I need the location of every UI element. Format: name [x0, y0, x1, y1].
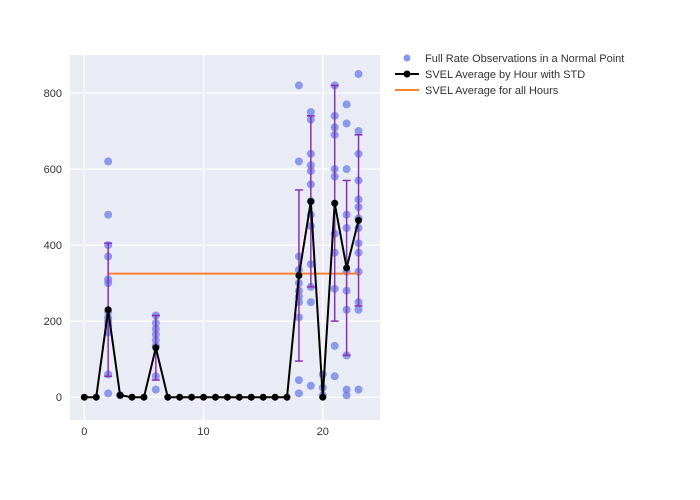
scatter-point	[355, 306, 363, 314]
x-tick-label: 0	[81, 426, 87, 438]
scatter-point	[307, 298, 315, 306]
scatter-point	[295, 376, 303, 384]
scatter-point	[104, 211, 112, 219]
scatter-point	[307, 108, 315, 116]
scatter-point	[307, 382, 315, 390]
avg-hour-marker	[140, 394, 147, 401]
scatter-point	[104, 157, 112, 165]
scatter-point	[343, 391, 351, 399]
legend-label: SVEL Average for all Hours	[425, 85, 559, 97]
scatter-point	[295, 81, 303, 89]
y-tick-label: 800	[44, 88, 62, 100]
avg-hour-marker	[93, 394, 100, 401]
avg-hour-marker	[236, 394, 243, 401]
avg-hour-marker	[200, 394, 207, 401]
y-tick-label: 200	[44, 316, 62, 328]
x-tick-label: 10	[197, 426, 209, 438]
avg-hour-marker	[307, 198, 314, 205]
x-tick-label: 20	[317, 426, 329, 438]
scatter-point	[319, 370, 327, 378]
scatter-point	[295, 157, 303, 165]
avg-hour-marker	[319, 394, 326, 401]
chart-container: 010200200400600800Full Rate Observations…	[0, 0, 700, 500]
scatter-point	[343, 165, 351, 173]
scatter-point	[355, 386, 363, 394]
scatter-point	[295, 389, 303, 397]
legend-label: Full Rate Observations in a Normal Point	[425, 53, 624, 65]
scatter-point	[152, 386, 160, 394]
scatter-point	[104, 389, 112, 397]
avg-hour-marker	[105, 306, 112, 313]
legend-label: SVEL Average by Hour with STD	[425, 69, 585, 81]
chart-svg: 010200200400600800Full Rate Observations…	[0, 0, 700, 500]
scatter-point	[355, 70, 363, 78]
avg-hour-marker	[331, 200, 338, 207]
scatter-point	[343, 100, 351, 108]
legend-item: Full Rate Observations in a Normal Point	[404, 53, 625, 65]
legend-marker	[404, 55, 411, 62]
scatter-point	[355, 127, 363, 135]
avg-hour-marker	[164, 394, 171, 401]
avg-hour-marker	[284, 394, 291, 401]
y-tick-label: 0	[56, 392, 62, 404]
avg-hour-marker	[224, 394, 231, 401]
avg-hour-marker	[152, 344, 159, 351]
avg-hour-marker	[176, 394, 183, 401]
avg-hour-marker	[81, 394, 88, 401]
avg-hour-marker	[295, 272, 302, 279]
y-tick-label: 600	[44, 164, 62, 176]
avg-hour-marker	[212, 394, 219, 401]
avg-hour-marker	[260, 394, 267, 401]
avg-hour-marker	[343, 264, 350, 271]
avg-hour-marker	[248, 394, 255, 401]
avg-hour-marker	[355, 217, 362, 224]
avg-hour-marker	[129, 394, 136, 401]
avg-hour-marker	[117, 392, 124, 399]
avg-hour-marker	[272, 394, 279, 401]
avg-hour-marker	[188, 394, 195, 401]
y-tick-label: 400	[44, 240, 62, 252]
scatter-point	[331, 372, 339, 380]
scatter-point	[331, 342, 339, 350]
scatter-point	[343, 119, 351, 127]
legend-marker	[404, 71, 411, 78]
